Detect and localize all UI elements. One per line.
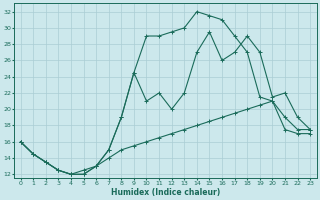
X-axis label: Humidex (Indice chaleur): Humidex (Indice chaleur) bbox=[111, 188, 220, 197]
